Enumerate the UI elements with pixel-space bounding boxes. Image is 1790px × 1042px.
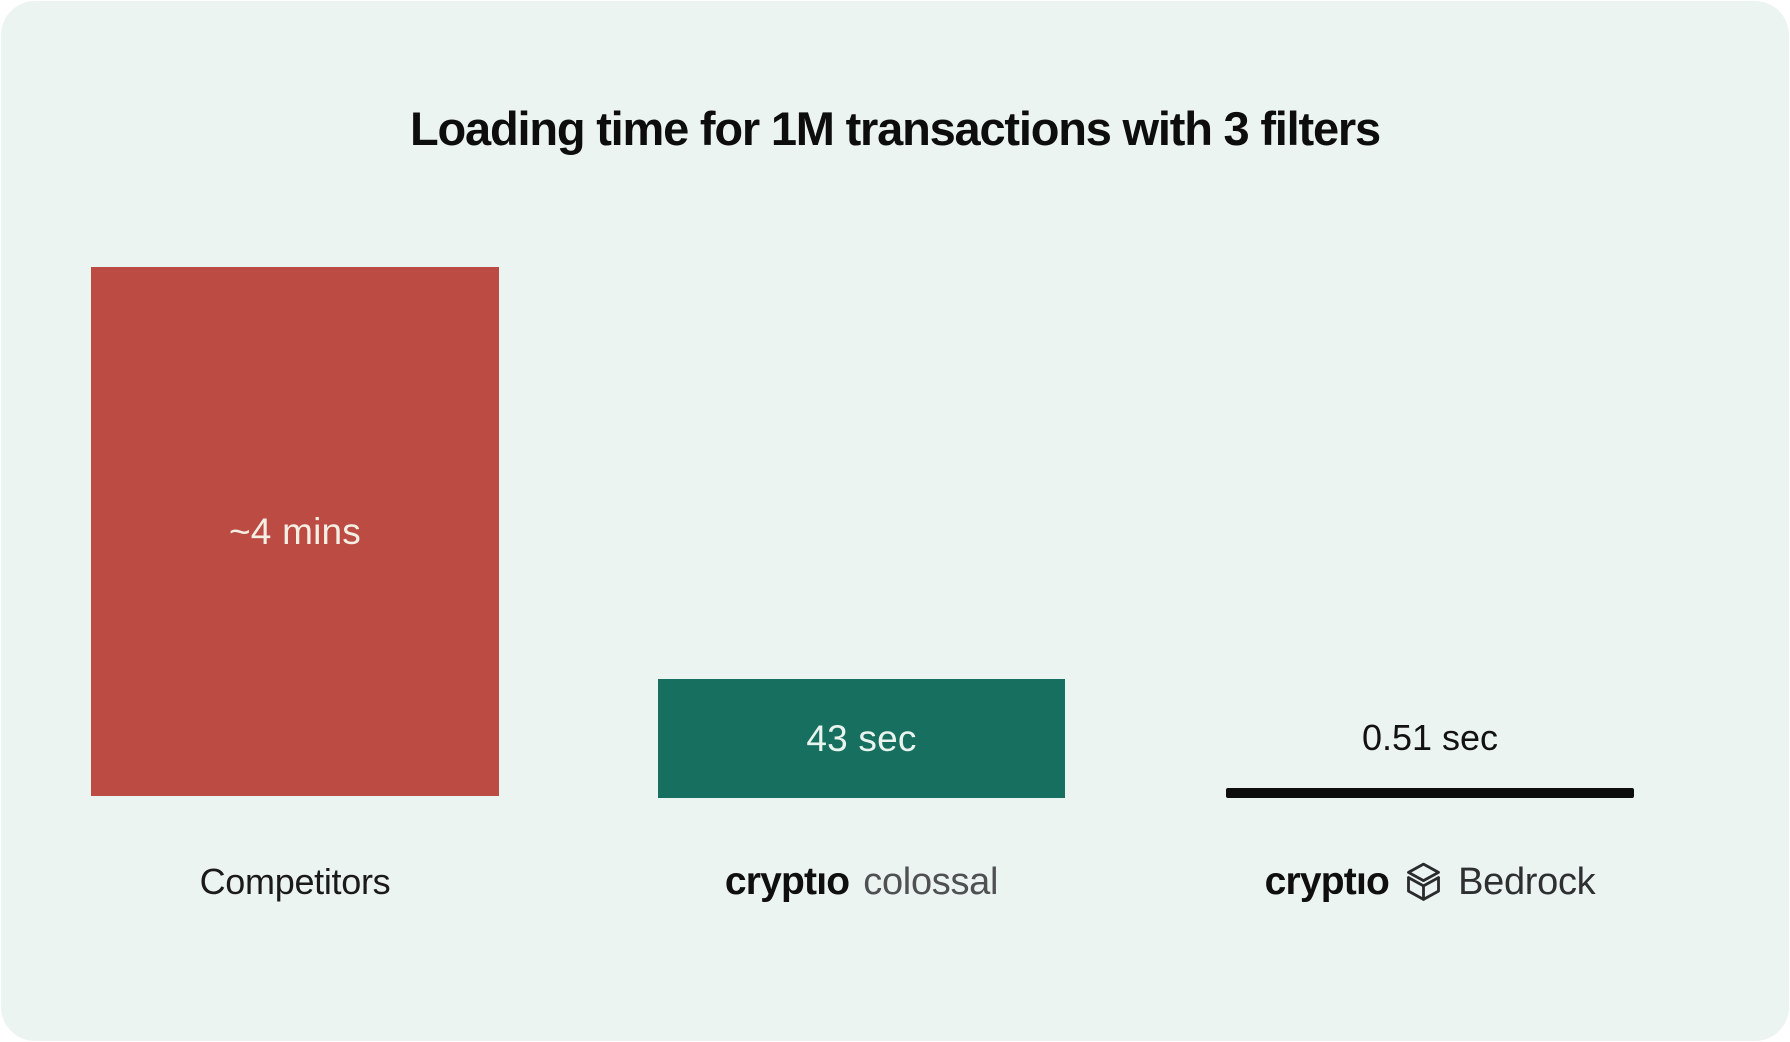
bar-value-bedrock: 0.51 sec: [1361, 717, 1499, 758]
chart-title: Loading time for 1M transactions with 3 …: [410, 102, 1381, 155]
category-label-competitors: Competitors: [199, 861, 391, 902]
cube-icon: [1401, 860, 1446, 905]
bar-competitors: ~4 mins: [91, 267, 499, 796]
bar-colossal: 43 sec: [658, 679, 1065, 798]
cryptio-logo-wordmark: cryptıo: [724, 860, 850, 903]
category-label-bedrock: cryptıo Bedrock: [1226, 858, 1634, 906]
bar-value-competitors: ~4 mins: [229, 510, 361, 552]
bar-value-colossal: 43 sec: [806, 717, 917, 759]
cryptio-logo-wordmark: cryptıo: [1264, 860, 1390, 903]
bedrock-product-label: Bedrock: [1458, 861, 1596, 903]
category-label-colossal: cryptıo colossal: [658, 858, 1065, 906]
bar-bedrock: [1226, 788, 1634, 798]
colossal-product-label: colossal: [863, 861, 999, 903]
